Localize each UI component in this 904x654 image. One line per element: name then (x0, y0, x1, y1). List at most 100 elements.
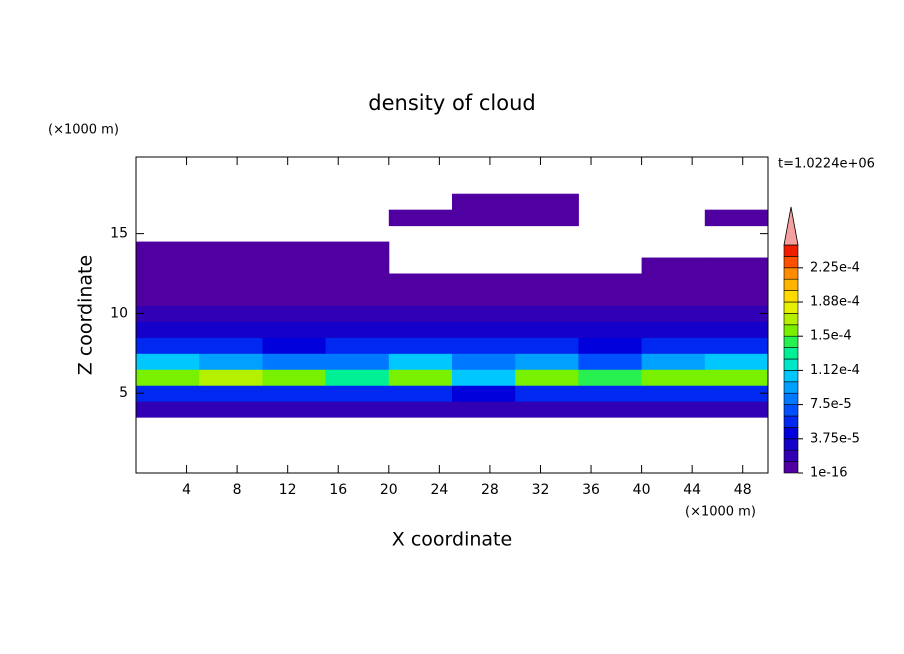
cell (199, 321, 263, 338)
colorbar-box (783, 370, 799, 383)
cell (262, 369, 327, 386)
cell (578, 321, 643, 338)
cell (578, 337, 643, 354)
colorbar-extend (783, 206, 799, 246)
cell (136, 257, 200, 275)
cell (325, 353, 390, 370)
cell (199, 401, 263, 418)
cell (641, 385, 706, 402)
cell (325, 289, 390, 306)
cell (515, 273, 579, 290)
cell (199, 241, 263, 259)
cell (388, 321, 453, 338)
cell (262, 273, 327, 290)
colorbar-box (783, 324, 799, 337)
cell (199, 289, 263, 306)
cell (452, 337, 516, 354)
cell (452, 401, 516, 418)
colorbar-box (783, 461, 799, 474)
x-unit: (×1000 m) (685, 505, 756, 520)
cell (704, 257, 769, 275)
cell (515, 289, 579, 306)
colorbar-box (783, 404, 799, 417)
x-tick-label: 48 (734, 482, 752, 498)
cell (199, 257, 263, 275)
cell (325, 321, 390, 338)
cell (325, 337, 390, 354)
cell (325, 385, 390, 402)
cell (704, 273, 769, 290)
y-tick-label: 5 (119, 385, 128, 401)
colorbar-tick-label: 1.12e-4 (810, 363, 860, 378)
x-tick-label: 28 (481, 482, 499, 498)
cell (452, 193, 516, 211)
cell (704, 401, 769, 418)
cell (388, 353, 453, 370)
colorbar-box (783, 335, 799, 348)
cell (704, 337, 769, 354)
x-axis-label: X coordinate (392, 529, 512, 551)
y-axis-label: Z coordinate (75, 255, 97, 375)
cell (388, 385, 453, 402)
cell (199, 369, 263, 386)
cell (515, 305, 579, 322)
cell (641, 401, 706, 418)
cell (515, 353, 579, 370)
cell (136, 241, 200, 259)
cell (641, 273, 706, 290)
y-tick-label: 15 (110, 226, 128, 242)
cell (515, 369, 579, 386)
colorbar-tick-label: 1.88e-4 (810, 295, 860, 310)
cell (325, 401, 390, 418)
cell (199, 273, 263, 290)
x-tick-label: 12 (279, 482, 297, 498)
cell (578, 289, 643, 306)
cell (452, 321, 516, 338)
colorbar-box (783, 256, 799, 269)
colorbar-box (783, 267, 799, 280)
colorbar-box (783, 415, 799, 428)
cell (578, 385, 643, 402)
cell (199, 385, 263, 402)
cell (262, 337, 327, 354)
cell (452, 289, 516, 306)
cell (325, 257, 390, 275)
colorbar-tick-label: 7.5e-5 (810, 397, 852, 412)
cell (325, 273, 390, 290)
cell (199, 305, 263, 322)
cell (262, 321, 327, 338)
cell (515, 385, 579, 402)
y-unit: (×1000 m) (48, 123, 119, 138)
cell (452, 353, 516, 370)
cell (388, 273, 453, 290)
colorbar-tick-label: 3.75e-5 (810, 431, 860, 446)
cell (136, 273, 200, 290)
cell (136, 305, 200, 322)
colorbar-box (783, 381, 799, 394)
x-tick-label: 44 (683, 482, 701, 498)
cell (136, 321, 200, 338)
colorbar-box (783, 449, 799, 462)
colorbar-tick-label: 1.5e-4 (810, 329, 852, 344)
cell (388, 337, 453, 354)
colorbar-box (783, 278, 799, 291)
cell (388, 305, 453, 322)
cell (641, 321, 706, 338)
colorbar-box (783, 347, 799, 360)
cell (515, 321, 579, 338)
cell (388, 401, 453, 418)
cell (641, 353, 706, 370)
cell (641, 305, 706, 322)
cell (578, 305, 643, 322)
cell (136, 337, 200, 354)
x-tick-label: 20 (380, 482, 398, 498)
cell (704, 209, 769, 227)
cell (388, 289, 453, 306)
x-tick-label: 4 (182, 482, 191, 498)
colorbar-box (783, 427, 799, 440)
cell (515, 337, 579, 354)
cell (704, 353, 769, 370)
colorbar-box (783, 313, 799, 326)
cell (578, 401, 643, 418)
